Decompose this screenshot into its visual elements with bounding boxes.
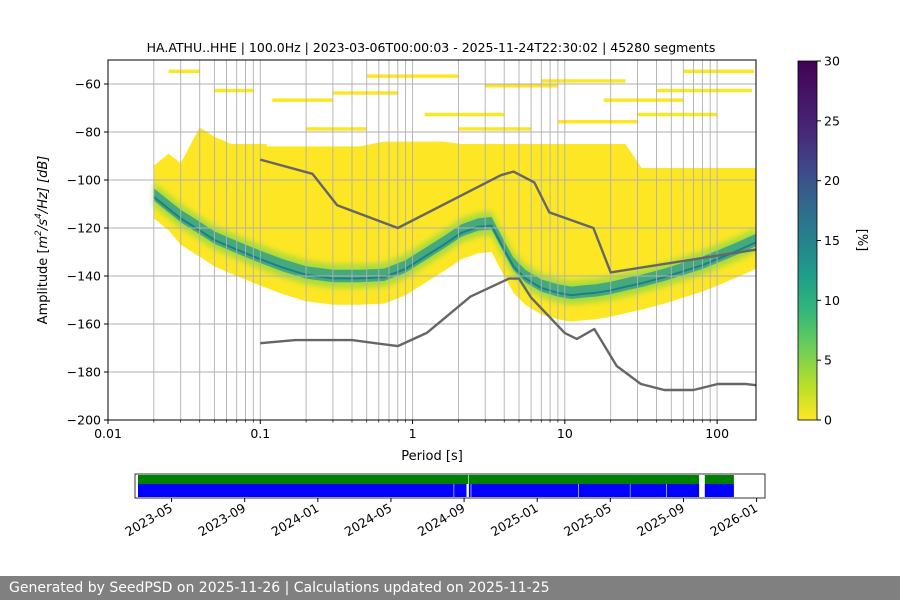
availability-ticks: 2023-05 2023-09 2024-01 2024-05 2024-09 2025-…: [122, 498, 760, 539]
psd-figure: HA.ATHU..HHE | 100.0Hz | 2023-03-06T00:0…: [34, 40, 869, 539]
heatmap-sparse-cell: [683, 69, 755, 74]
availability-segment: [704, 475, 734, 484]
availability-tick-label: 2023-09: [195, 500, 248, 539]
colorbar-tick-label: 15: [824, 233, 840, 248]
availability-segment: [630, 484, 667, 497]
x-tick-label: 10: [557, 426, 573, 441]
colorbar-tick-label: 20: [824, 173, 840, 188]
availability-segment: [468, 484, 471, 497]
y-tick-label: −200: [67, 413, 101, 428]
colorbar-tick-label: 10: [824, 293, 840, 308]
y-tick-label: −100: [67, 173, 101, 188]
availability-segment: [454, 484, 467, 497]
availability-segment: [704, 484, 734, 497]
x-tick-label: 0.1: [250, 426, 270, 441]
availability-segment: [578, 484, 630, 497]
chart-title: HA.ATHU..HHE | 100.0Hz | 2023-03-06T00:0…: [147, 40, 716, 55]
availability-tick-label: 2025-01: [488, 500, 541, 539]
x-tick-label: 0.01: [94, 426, 122, 441]
x-axis-label: Period [s]: [401, 449, 463, 464]
heatmap-sparse-cell: [541, 79, 626, 83]
availability-segment: [667, 484, 700, 497]
availability-frame: [134, 473, 766, 499]
y-tick-label: −180: [67, 365, 101, 380]
y-axis-label: Amplitude [m2/s4/Hz] [dB]: [34, 156, 51, 325]
availability-tick-label: 2024-05: [342, 500, 395, 539]
heatmap-band-peak: [153, 196, 756, 297]
availability-tick-label: 2025-09: [634, 500, 687, 539]
colorbar-tick-label: 5: [824, 353, 832, 368]
heatmap-sparse-cell: [226, 144, 267, 148]
availability-segment: [138, 475, 469, 484]
availability-rows: [138, 475, 734, 497]
availability-segment: [471, 484, 578, 497]
availability-tick-label: 2024-09: [415, 500, 468, 539]
heatmap-sparse-cell: [214, 88, 254, 93]
availability-segment: [468, 475, 700, 484]
y-tick-label: −120: [67, 221, 101, 236]
availability-tick-label: 2023-05: [122, 500, 175, 539]
colorbar-tick-label: 25: [824, 113, 840, 128]
psd-density-heatmap: [153, 69, 756, 322]
availability-tick-label: 2026-01: [707, 500, 760, 539]
data-availability-bar: 2023-05 2023-09 2024-01 2024-05 2024-09 2025-…: [122, 473, 766, 539]
colorbar-tick-label: 0: [824, 413, 832, 428]
plot-frame: [107, 59, 757, 421]
psd-plot-area: [108, 60, 756, 420]
y-tick-label: −160: [67, 317, 101, 332]
heatmap-sparse-cell: [603, 98, 684, 102]
heatmap-sparse-cell: [306, 127, 367, 131]
x-tick-label: 1: [409, 426, 417, 441]
nlnm-line: [260, 277, 756, 392]
nhnm-line: [259, 158, 756, 274]
heatmap-sparse-cell: [272, 98, 333, 102]
heatmap-sparse-cell: [656, 88, 753, 93]
x-tick-label: 100: [705, 426, 729, 441]
colorbar: 0 5 10 15 20 25 30 [%]: [797, 54, 869, 428]
availability-segment: [138, 484, 454, 497]
heatmap-sparse-cell: [637, 112, 718, 117]
heatmap-sparse-cell: [168, 69, 200, 74]
y-tick-label: −60: [75, 77, 101, 92]
footer-caption: Generated by SeedPSD on 2025-11-26 | Cal…: [0, 576, 900, 600]
colorbar-label: [%]: [854, 229, 869, 252]
colorbar-ticks: 0 5 10 15 20 25 30: [817, 54, 840, 428]
y-tick-label: −80: [75, 125, 101, 140]
x-axis: 0.01 0.1 1 10 100: [94, 420, 729, 441]
grid-lines: [108, 60, 756, 420]
heatmap-sparse-cell: [458, 127, 532, 131]
heatmap-sparse-cell: [485, 84, 558, 88]
y-tick-label: −140: [67, 269, 101, 284]
availability-tick-label: 2024-01: [269, 500, 322, 539]
colorbar-gradient: [797, 60, 818, 421]
heatmap-sparse-cell: [557, 120, 638, 124]
colorbar-tick-label: 30: [824, 54, 840, 69]
heatmap-band-mode: [153, 188, 756, 299]
heatmap-sparse-cell: [424, 112, 505, 117]
heatmap-sparse-cell: [332, 91, 398, 95]
availability-tick-label: 2025-05: [561, 500, 614, 539]
y-axis: −200 −180 −160 −140 −120 −100 −80 −60: [67, 77, 108, 428]
noise-model-lines: [259, 158, 756, 392]
